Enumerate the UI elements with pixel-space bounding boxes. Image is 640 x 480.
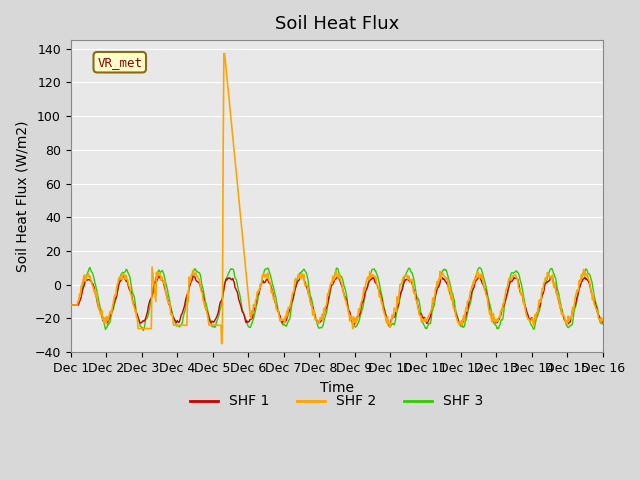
Y-axis label: Soil Heat Flux (W/m2): Soil Heat Flux (W/m2)	[15, 120, 29, 272]
Legend: SHF 1, SHF 2, SHF 3: SHF 1, SHF 2, SHF 3	[185, 389, 489, 414]
X-axis label: Time: Time	[320, 381, 354, 395]
Title: Soil Heat Flux: Soil Heat Flux	[275, 15, 399, 33]
Text: VR_met: VR_met	[97, 56, 142, 69]
